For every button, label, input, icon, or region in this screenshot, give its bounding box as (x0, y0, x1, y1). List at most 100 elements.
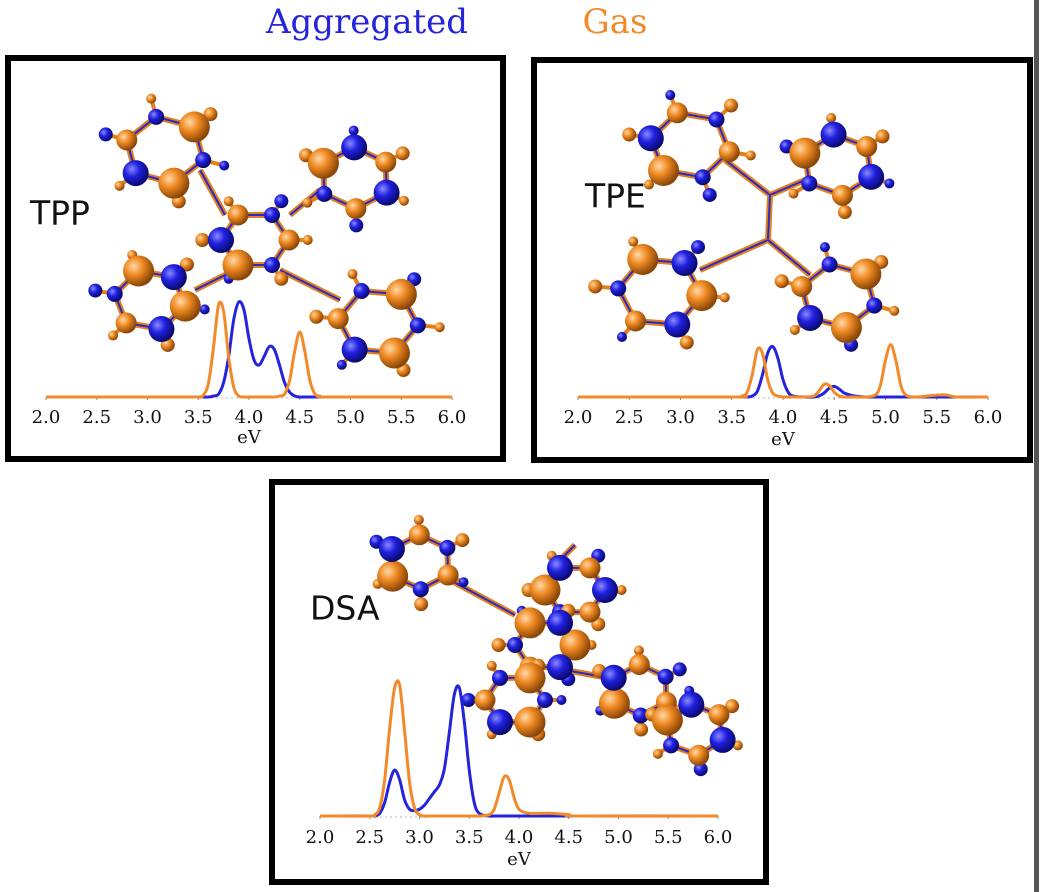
atom (559, 629, 591, 661)
atom (487, 709, 513, 736)
atom (774, 274, 789, 289)
atom (837, 205, 852, 220)
atom (624, 310, 646, 332)
spectra: TPP 2.0 2.5 3.0 3.5 4.0 4.5 5.0 5.5 6.0 eV TPE 2.0 2.… (29, 177, 1002, 871)
atom (88, 283, 103, 298)
x-tick-label: 3.5 (184, 407, 213, 428)
atom (439, 539, 456, 556)
atom (693, 762, 708, 777)
atom (169, 290, 201, 322)
atom (507, 637, 523, 653)
atom (856, 136, 878, 158)
atom (830, 311, 862, 343)
atom (208, 227, 234, 253)
atom (114, 180, 125, 191)
atom (788, 188, 799, 199)
x-tick-label: 3.5 (717, 407, 746, 428)
atom (819, 242, 830, 253)
x-tick-label: 5.5 (654, 827, 683, 848)
x-axis-label: eV (237, 427, 262, 448)
atom (302, 197, 313, 208)
atom (123, 255, 155, 287)
spectrum-line (577, 343, 989, 399)
x-axis-label: eV (771, 429, 796, 450)
atom (122, 160, 149, 187)
atom (309, 309, 324, 324)
atom (377, 560, 409, 592)
atom (708, 704, 730, 726)
x-tick-label: 2.5 (615, 407, 644, 428)
atom (492, 669, 508, 686)
atom (628, 236, 639, 247)
atom (222, 249, 254, 281)
atom (378, 535, 405, 562)
x-tick-label: 5.5 (387, 407, 416, 428)
atom (537, 692, 553, 708)
atom (789, 325, 800, 336)
x-tick-label: 6.0 (438, 407, 467, 428)
legend-label: Aggregated (265, 2, 468, 42)
atom (178, 111, 210, 143)
bond (767, 194, 771, 241)
atom (622, 127, 637, 142)
atom (514, 706, 546, 738)
atom (579, 601, 601, 623)
bond (199, 169, 226, 216)
x-tick-label: 5.0 (336, 407, 365, 428)
spectrum-line (578, 344, 988, 399)
x-tick-label: 2.0 (306, 827, 335, 848)
chart-title: DSA (310, 589, 380, 628)
atom (643, 179, 654, 190)
atom (316, 185, 333, 202)
atom (694, 169, 711, 186)
x-tick-label: 6.0 (704, 827, 733, 848)
atom (725, 699, 740, 714)
panel-frame (5, 55, 506, 462)
atom (691, 240, 706, 255)
atom (651, 704, 683, 736)
spectrum-line (319, 679, 719, 818)
bond (724, 159, 771, 196)
atom (345, 198, 367, 220)
atom (106, 285, 123, 302)
x-tick-label: 5.0 (604, 827, 633, 848)
x-tick-label: 4.0 (235, 407, 264, 428)
atom (634, 722, 649, 737)
atom (437, 564, 459, 586)
x-tick-label: 4.5 (554, 827, 583, 848)
atom (274, 194, 289, 209)
atom (264, 206, 280, 223)
atom (889, 305, 900, 316)
atom (598, 687, 630, 719)
x-tick-label: 2.0 (564, 407, 593, 428)
chart-title: TPE (584, 177, 646, 216)
atom (627, 243, 659, 275)
x-tick-label: 3.0 (405, 827, 434, 848)
atom (664, 311, 691, 338)
atom (514, 662, 546, 694)
atom (413, 514, 424, 525)
atom (633, 645, 644, 656)
atom (474, 689, 496, 711)
bond (769, 179, 806, 196)
atom (412, 581, 429, 598)
atom (678, 691, 705, 718)
spectrum-line (46, 300, 453, 399)
atom (688, 744, 710, 766)
atom (307, 147, 339, 179)
atom (600, 664, 627, 691)
atom (274, 271, 289, 286)
bond (279, 269, 341, 301)
x-tick-label: 2.0 (32, 407, 61, 428)
atom (148, 316, 175, 343)
atom (588, 279, 603, 294)
atom (408, 524, 430, 546)
atom (632, 707, 649, 724)
atom (686, 280, 718, 312)
atom (547, 554, 573, 581)
atom (652, 748, 663, 759)
x-tick-label: 5.5 (922, 407, 951, 428)
x-tick-label: 4.0 (769, 407, 798, 428)
atom (831, 184, 853, 206)
